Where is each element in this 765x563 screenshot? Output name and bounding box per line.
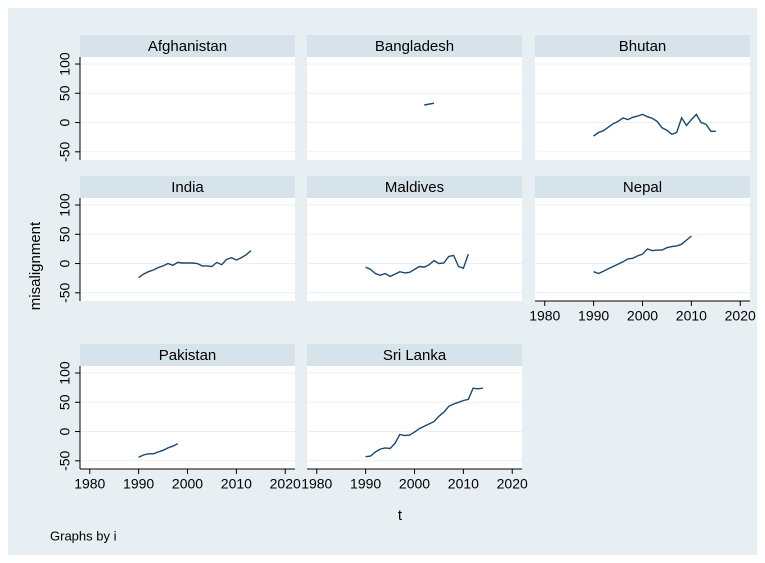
y-tick-label: 0: [57, 259, 73, 267]
plot-area: [80, 198, 295, 301]
series-line: [365, 253, 469, 278]
x-tick-label: 2020: [725, 308, 756, 324]
x-tick-label: 1980: [301, 476, 332, 492]
plot-area: [535, 57, 750, 160]
x-tick-label: 2010: [448, 476, 479, 492]
x-tick-label: 1990: [350, 476, 381, 492]
x-tick-label: 2010: [676, 308, 707, 324]
y-tick-label: 50: [57, 394, 73, 410]
plot-area: [307, 198, 522, 301]
y-tick-label: 50: [57, 85, 73, 101]
panel-title: India: [171, 179, 204, 196]
x-tick-label: 1980: [74, 476, 105, 492]
series-line: [138, 443, 179, 458]
series-line: [593, 235, 692, 275]
panel-title: Afghanistan: [148, 38, 227, 55]
panel-header: [80, 35, 295, 57]
panel-title: Sri Lanka: [383, 347, 447, 364]
series-line: [365, 387, 483, 458]
panel-title: Maldives: [385, 179, 444, 196]
y-tick-label: 100: [57, 52, 73, 76]
plot-area: [80, 57, 295, 160]
x-tick-label: 2000: [627, 308, 658, 324]
series-line: [138, 250, 252, 279]
note: Graphs by i: [50, 528, 117, 543]
plot-area: [307, 57, 522, 160]
x-tick-label: 2020: [270, 476, 301, 492]
x-tick-label: 2020: [497, 476, 528, 492]
panel-header: [80, 176, 295, 198]
y-tick-label: 50: [57, 226, 73, 242]
y-tick-label: -50: [57, 450, 73, 470]
panel-header: [535, 176, 750, 198]
panel-header: [307, 176, 522, 198]
panel-title: Bhutan: [619, 38, 667, 55]
y-tick-label: 100: [57, 361, 73, 385]
x-tick-label: 1980: [529, 308, 560, 324]
plot-area: [80, 366, 295, 469]
series-line: [424, 102, 435, 106]
x-tick-label: 1990: [123, 476, 154, 492]
y-axis-label: misalignment: [27, 221, 44, 310]
panel-title: Nepal: [623, 179, 662, 196]
panel-header: [307, 35, 522, 57]
x-tick-label: 2000: [172, 476, 203, 492]
y-tick-label: 0: [57, 427, 73, 435]
x-tick-label: 2000: [399, 476, 430, 492]
plot-area: [307, 366, 522, 469]
y-tick-label: -50: [57, 282, 73, 302]
x-axis-label: t: [398, 507, 403, 524]
x-tick-label: 1990: [578, 308, 609, 324]
panel-header: [80, 344, 295, 366]
series-line: [593, 113, 716, 137]
plot-area: [535, 198, 750, 301]
y-tick-label: 0: [57, 118, 73, 126]
panel-header: [535, 35, 750, 57]
panel-header: [307, 344, 522, 366]
y-tick-label: -50: [57, 141, 73, 161]
x-tick-label: 2010: [221, 476, 252, 492]
panel-title: Bangladesh: [375, 38, 454, 55]
panel-title: Pakistan: [159, 347, 217, 364]
y-tick-label: 100: [57, 193, 73, 217]
